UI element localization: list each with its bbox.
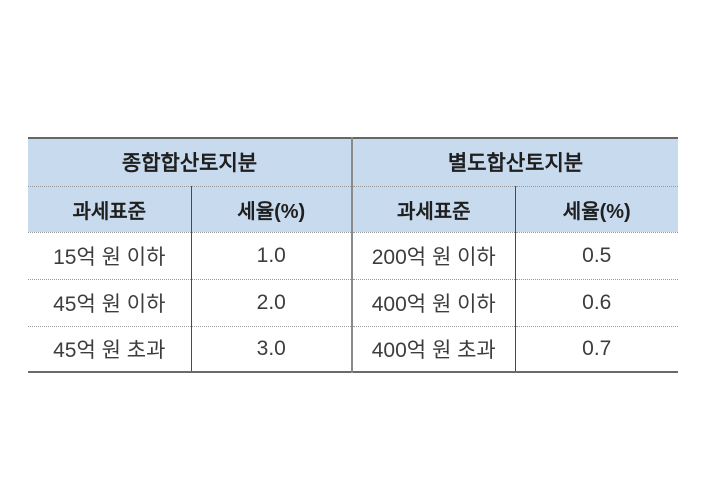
cell-tax-rate: 0.7 bbox=[514, 325, 678, 372]
cell-tax-rate: 1.0 bbox=[190, 231, 352, 279]
cell-tax-rate: 0.5 bbox=[514, 231, 678, 279]
cell-tax-base: 200억 원 이하 bbox=[351, 231, 515, 279]
cell-tax-base: 400억 원 이하 bbox=[351, 278, 515, 326]
subheader-tax-base-right: 과세표준 bbox=[351, 185, 515, 232]
cell-tax-base: 400억 원 초과 bbox=[351, 325, 515, 372]
cell-tax-rate: 0.6 bbox=[514, 278, 678, 326]
land-tax-rate-table: 종합합산토지분 별도합산토지분 과세표준 세율(%) 과세표준 세율(%) 15… bbox=[28, 137, 678, 373]
subheader-tax-base-left: 과세표준 bbox=[28, 185, 191, 232]
cell-tax-base: 45억 원 초과 bbox=[28, 325, 191, 372]
sub-header-row: 과세표준 세율(%) 과세표준 세율(%) bbox=[28, 185, 678, 232]
subheader-tax-rate-right: 세율(%) bbox=[514, 185, 678, 232]
group-header-combined-aggregate-land: 종합합산토지분 bbox=[28, 138, 352, 186]
table-row: 45억 원 초과 3.0 400억 원 초과 0.7 bbox=[28, 325, 678, 372]
group-header-separate-aggregate-land: 별도합산토지분 bbox=[351, 138, 678, 186]
table-row: 45억 원 이하 2.0 400억 원 이하 0.6 bbox=[28, 278, 678, 326]
cell-tax-base: 15억 원 이하 bbox=[28, 231, 191, 279]
cell-tax-rate: 2.0 bbox=[190, 278, 352, 326]
cell-tax-base: 45억 원 이하 bbox=[28, 278, 191, 326]
group-header-row: 종합합산토지분 별도합산토지분 bbox=[28, 138, 678, 186]
table-row: 15억 원 이하 1.0 200억 원 이하 0.5 bbox=[28, 231, 678, 279]
subheader-tax-rate-left: 세율(%) bbox=[190, 185, 352, 232]
cell-tax-rate: 3.0 bbox=[190, 325, 352, 372]
